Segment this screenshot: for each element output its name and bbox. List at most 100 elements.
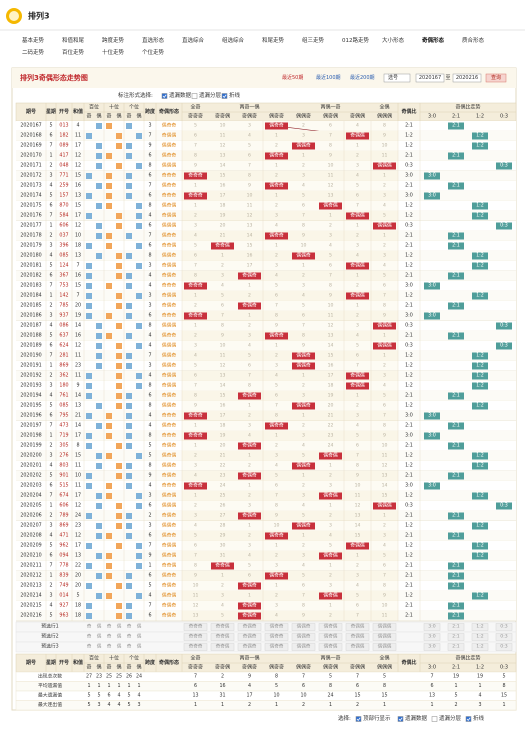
digit-mark <box>96 403 102 409</box>
form: 奇偶偶 <box>162 372 177 379</box>
checkbox[interactable] <box>355 716 362 722</box>
option-text[interactable]: 遗漏数据 <box>169 91 192 99</box>
checkbox[interactable] <box>161 93 168 99</box>
digit-mark <box>96 233 102 239</box>
miss-value: 6 <box>248 363 251 369</box>
stat-value: 8 <box>502 683 505 689</box>
digit-mark <box>86 213 92 219</box>
sum: 13 <box>75 553 81 559</box>
select[interactable]: 选号 <box>388 74 398 81</box>
nav-link[interactable]: 大小形态 <box>382 36 405 44</box>
miss-value: 8 <box>329 143 332 149</box>
head-pattern: 偶奇偶 <box>323 113 338 120</box>
hit-label: 偶奇奇 <box>269 182 284 189</box>
hit-label: 偶偶偶 <box>377 162 392 169</box>
nav-link[interactable]: 012路走势 <box>342 36 369 44</box>
checkmark <box>222 94 227 99</box>
footer-option[interactable]: 遗漏数据 <box>405 714 428 722</box>
issue: 2020173 <box>20 183 41 189</box>
hit-mark <box>346 262 369 270</box>
nav-link[interactable]: 奇偶形态 <box>422 36 445 44</box>
miss-value: 5 <box>221 293 224 299</box>
miss-value: 5 <box>356 433 359 439</box>
query-button[interactable] <box>485 73 507 83</box>
digit-mark <box>106 203 112 209</box>
miss-value: 4 <box>275 223 278 229</box>
digit-mark <box>116 503 122 509</box>
miss-value: 1 <box>356 273 359 279</box>
span: 8 <box>148 253 151 259</box>
nav-link[interactable]: 组选综合 <box>222 36 245 44</box>
form: 偶偶奇 <box>162 522 177 529</box>
nav-link[interactable]: 和尾走势 <box>262 36 285 44</box>
nav-link[interactable]: 百位走势 <box>62 48 85 56</box>
nav-link[interactable]: 二码走势 <box>22 48 45 56</box>
miss-value: 2 <box>194 333 197 339</box>
span: 6 <box>148 393 151 399</box>
ratio-hit-label: 1:2 <box>476 493 484 499</box>
form: 奇偶奇 <box>162 442 177 449</box>
head-form: 奇偶形态 <box>159 659 179 666</box>
period-link[interactable]: 最近200期 <box>350 74 375 81</box>
span: 8 <box>148 433 151 439</box>
nav-link[interactable]: 基本走势 <box>22 36 45 44</box>
nav-link[interactable]: 组三走势 <box>302 36 325 44</box>
ratio-hit <box>448 272 464 280</box>
form: 偶奇奇 <box>162 332 177 339</box>
pattern-bg <box>182 171 398 181</box>
miss-value: 12 <box>193 603 199 609</box>
forecast-pattern: 奇奇偶 <box>216 643 230 650</box>
hit-label: 偶奇偶 <box>323 452 338 459</box>
footer-option[interactable]: 折线 <box>473 714 485 722</box>
footer-option[interactable]: 顶部行显示 <box>363 714 391 722</box>
miss-value: 5 <box>302 303 305 309</box>
miss-value: 4 <box>248 343 251 349</box>
checkbox[interactable] <box>465 716 472 722</box>
checkbox[interactable] <box>431 716 438 722</box>
checkbox[interactable] <box>191 93 198 99</box>
miss-value: 13 <box>220 153 226 159</box>
ratio-hit-label: 1:2 <box>476 133 484 139</box>
ratio: 1:2 <box>405 143 413 149</box>
query-text[interactable]: 查询 <box>491 74 501 81</box>
nav-link[interactable]: 跨度走势 <box>102 36 125 44</box>
miss-value: 10 <box>355 483 361 489</box>
stat-value: 1 <box>502 702 505 708</box>
miss-value: 10 <box>382 443 388 449</box>
nav-link[interactable]: 质合形态 <box>462 36 485 44</box>
digit-mark <box>86 473 92 479</box>
footer-option[interactable]: 遗漏分层 <box>439 714 462 722</box>
ratio: 1:2 <box>405 463 413 469</box>
hit-mark <box>265 332 288 340</box>
nav-link[interactable]: 直选形态 <box>142 36 165 44</box>
week: 4 <box>49 323 52 329</box>
period-link[interactable]: 最近100期 <box>316 74 341 81</box>
week: 3 <box>49 593 52 599</box>
option-text[interactable]: 遗漏分层 <box>199 91 222 99</box>
digit-mark <box>96 453 102 459</box>
number: 869 <box>59 523 68 529</box>
nav-link[interactable]: 和值和尾 <box>62 36 85 44</box>
nav-link[interactable]: 个位走势 <box>142 48 165 56</box>
forecast-cell <box>318 633 343 641</box>
miss-value: 18 <box>220 203 226 209</box>
checkbox[interactable] <box>397 716 404 722</box>
period-link[interactable]: 最近50期 <box>282 74 303 81</box>
digit-mark <box>86 193 92 199</box>
digit-mark <box>116 613 122 619</box>
number: 048 <box>59 163 68 169</box>
miss-value: 17 <box>220 413 226 419</box>
checkbox[interactable] <box>221 93 228 99</box>
nav-link[interactable]: 直选综合 <box>182 36 205 44</box>
head-group: 全偶 <box>379 655 389 662</box>
issue: 2020174 <box>20 193 41 199</box>
nav-link[interactable]: 十位走势 <box>102 48 125 56</box>
stat-value: 10 <box>300 692 306 698</box>
stat-value: 27 <box>86 673 92 679</box>
sum: 12 <box>75 163 81 169</box>
option-text[interactable]: 折线 <box>229 91 241 99</box>
sum: 17 <box>75 543 81 549</box>
head-position: 十位 <box>109 655 119 662</box>
number: 962 <box>59 543 68 549</box>
forecast-cell <box>372 643 397 651</box>
